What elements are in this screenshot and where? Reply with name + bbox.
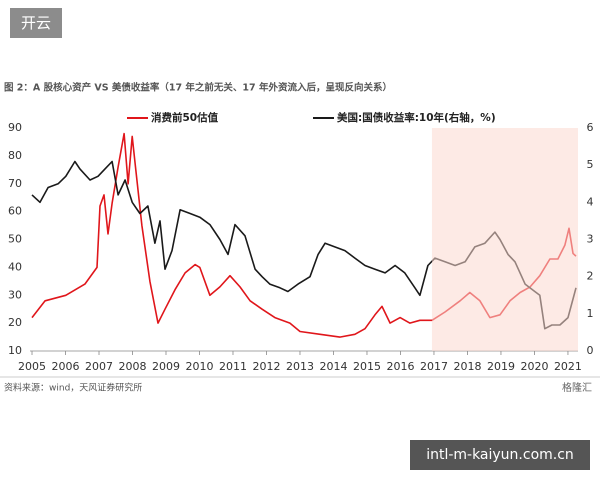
y-tick-label: 70	[8, 177, 22, 190]
y-tick-label: 50	[8, 233, 22, 246]
x-tick-label: 2009	[152, 360, 180, 373]
source: 资料来源：wind，天风证券研究所	[4, 382, 142, 394]
y-tick-label: 80	[8, 149, 22, 162]
y2-tick-label: 3	[587, 233, 594, 246]
x-tick-label: 2019	[487, 360, 515, 373]
brand: 格隆汇	[562, 381, 592, 394]
y2-tick-label: 6	[587, 121, 594, 134]
x-tick-label: 2016	[386, 360, 414, 373]
y-tick-label: 20	[8, 316, 22, 329]
x-tick-label: 2012	[252, 360, 280, 373]
y2-tick-label: 5	[587, 158, 594, 171]
legend-label: 美国:国债收益率:10年(右轴，%)	[337, 111, 496, 124]
y2-tick-label: 4	[587, 195, 594, 208]
y2-tick-label: 1	[587, 307, 594, 320]
x-tick-label: 2006	[52, 360, 80, 373]
y-tick-label: 10	[8, 344, 22, 357]
x-tick-label: 2014	[319, 360, 347, 373]
x-tick-label: 2008	[118, 360, 146, 373]
chart-title: 图 2：A 股核心资产 VS 美债收益率（17 年之前无关、17 年外资流入后，…	[4, 82, 392, 94]
y2-tick-label: 0	[587, 344, 594, 357]
x-tick-label: 2005	[18, 360, 46, 373]
legend-label: 消费前50估值	[151, 111, 219, 124]
x-tick-label: 2020	[520, 360, 548, 373]
shaded-region	[431, 128, 578, 351]
x-tick-label: 2013	[286, 360, 314, 373]
x-tick-label: 2007	[85, 360, 113, 373]
x-tick-label: 2010	[185, 360, 213, 373]
y-tick-label: 90	[8, 121, 22, 134]
x-tick-label: 2011	[219, 360, 247, 373]
y2-tick-label: 2	[587, 270, 594, 283]
url-badge: intl-m-kaiyun.com.cn	[410, 440, 590, 470]
x-tick-label: 2021	[554, 360, 582, 373]
badge: 开云	[10, 8, 62, 38]
y-tick-label: 60	[8, 205, 22, 218]
x-tick-label: 2015	[353, 360, 381, 373]
y-tick-label: 30	[8, 288, 22, 301]
y-tick-label: 40	[8, 260, 22, 273]
x-tick-label: 2018	[453, 360, 481, 373]
chart: 图 2：A 股核心资产 VS 美债收益率（17 年之前无关、17 年外资流入后，…	[0, 82, 600, 394]
x-tick-label: 2017	[420, 360, 448, 373]
